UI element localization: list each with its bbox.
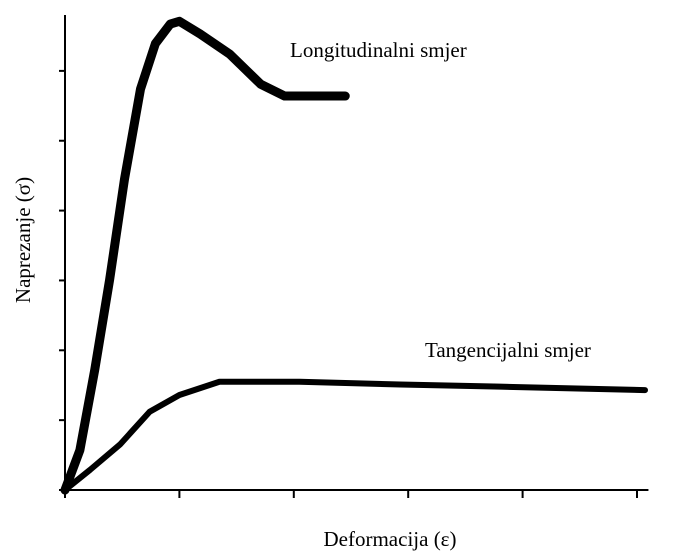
series-label: Tangencijalni smjer [425, 338, 591, 362]
series-label: Longitudinalni smjer [290, 38, 467, 62]
x-axis-label: Deformacija (ε) [324, 527, 457, 551]
y-axis-label: Naprezanje (σ) [11, 177, 35, 303]
line-series [60, 16, 350, 495]
line-series [62, 378, 649, 493]
